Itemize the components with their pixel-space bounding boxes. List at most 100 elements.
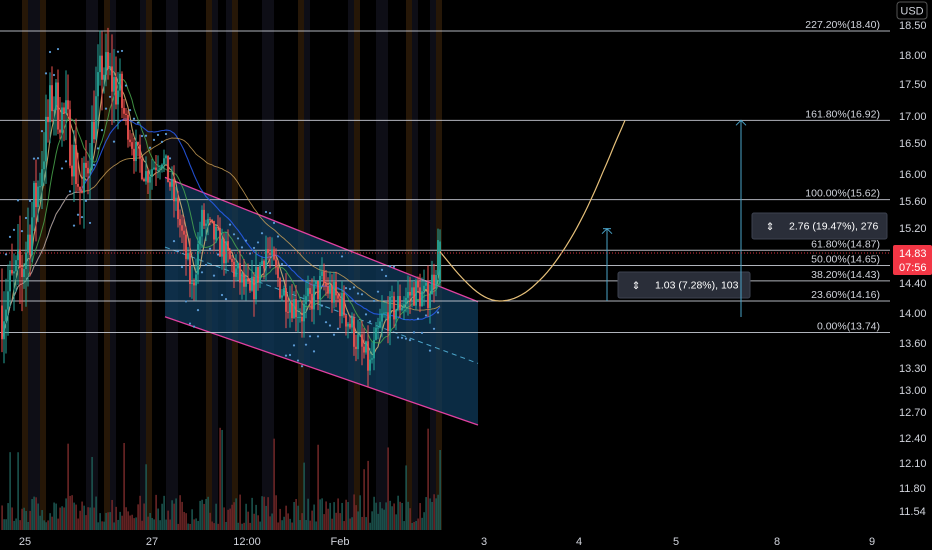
time-tick-label: 3 [481,536,487,548]
volume-bar [55,503,57,530]
sar-dot [352,286,356,289]
volume-bar [173,503,175,530]
sar-dot [128,108,132,112]
candle-body [149,176,151,183]
candle-body [165,155,167,159]
sar-dot [32,157,36,160]
time-tick-label: 25 [19,536,31,548]
candle-body [151,169,153,177]
sar-dot [240,246,244,249]
measurement-tools[interactable]: ⇕ 1.03 (7.28%), 103 ⇕ 2.76 (19.47%), 276 [601,119,888,317]
sar-dot [152,138,156,141]
price-tick-label: 16.00 [899,169,927,181]
candle-body [49,85,51,123]
time-tick-label: 12:00 [233,536,261,548]
candle-body [211,219,213,222]
measure-label: 2.76 (19.47%), 276 [789,221,878,233]
volume-bar [351,517,353,530]
sar-dot [432,327,436,330]
candle-body [115,77,117,105]
volume-bar [417,518,419,530]
candle-body [423,285,425,292]
volume-bar [229,508,231,530]
measure-icon: ⇕ [766,221,775,233]
candle-body [123,107,125,114]
candle-body [27,234,29,253]
volume-bar [53,502,55,530]
volume-bar [149,513,151,530]
volume-bar [81,501,83,530]
volume-bar [119,511,121,530]
candle-body [121,73,123,108]
candle-body [427,282,429,308]
candle-body [283,288,285,296]
candle-body [23,269,25,278]
volume-bar [91,456,93,530]
volume-bar [365,517,367,530]
candle-body [359,334,361,336]
candle-body [271,249,273,255]
candle-body [345,315,347,327]
volume-bar [381,508,383,530]
candle-body [5,309,7,322]
candle-body [97,72,99,97]
projection-curve[interactable] [439,120,626,302]
volume-bar [193,519,195,530]
time-axis[interactable]: 25 27 12:00 Feb 3 4 5 8 9 [19,536,875,548]
sar-dot [256,241,260,244]
candle-body [319,275,321,300]
candle-body [101,55,103,80]
volume-bar [431,501,433,530]
sar-dot [192,325,196,328]
volume-bar [67,443,69,530]
candle-body [71,165,73,177]
candle-body [305,296,307,304]
volume-bar [103,521,105,530]
candle-body [73,145,75,177]
candle-body [15,260,17,272]
fibonacci-levels[interactable]: 227.20%(18.40) 161.80%(16.92) 100.00%(15.6… [0,19,890,333]
candle-body [213,221,215,240]
candle-body [67,100,69,110]
sar-dot [380,268,384,271]
sar-dot [64,160,68,163]
volume-bar [297,505,299,530]
volume-bar [3,519,5,530]
sar-dot [300,365,304,368]
volume-bar [373,496,375,530]
sar-dot [368,320,372,323]
volume-bar [101,521,103,530]
price-tick-label: 16.50 [899,138,927,150]
volume-bar [131,514,133,530]
candle-body [421,291,423,307]
volume-bar [215,503,217,530]
volume-bar [5,519,7,530]
volume-bar [97,522,99,530]
price-tick-label: 12.40 [899,433,927,445]
volume-bar [293,502,295,530]
volume-bar [195,518,197,530]
volume-bar [411,522,413,530]
volume-bar [59,507,61,530]
volume-bar [203,503,205,530]
sar-dot [144,134,148,137]
volume-bar [363,469,365,530]
currency-badge[interactable]: USD [896,1,928,20]
volume-bar [89,507,91,530]
measure-arrow [735,119,747,126]
candle-body [195,274,197,286]
volume-bar [307,498,309,530]
candle-body [409,291,411,296]
volume-bar [291,522,293,530]
sar-dot [360,293,364,296]
volume-bar [353,494,355,530]
candle-body [237,263,239,269]
candle-body [233,261,235,277]
candle-body [395,309,397,320]
sar-dot [228,223,232,226]
candle-body [197,244,199,275]
volume-bar [243,522,245,530]
volume-bar [39,515,41,530]
sar-dot [140,134,144,138]
